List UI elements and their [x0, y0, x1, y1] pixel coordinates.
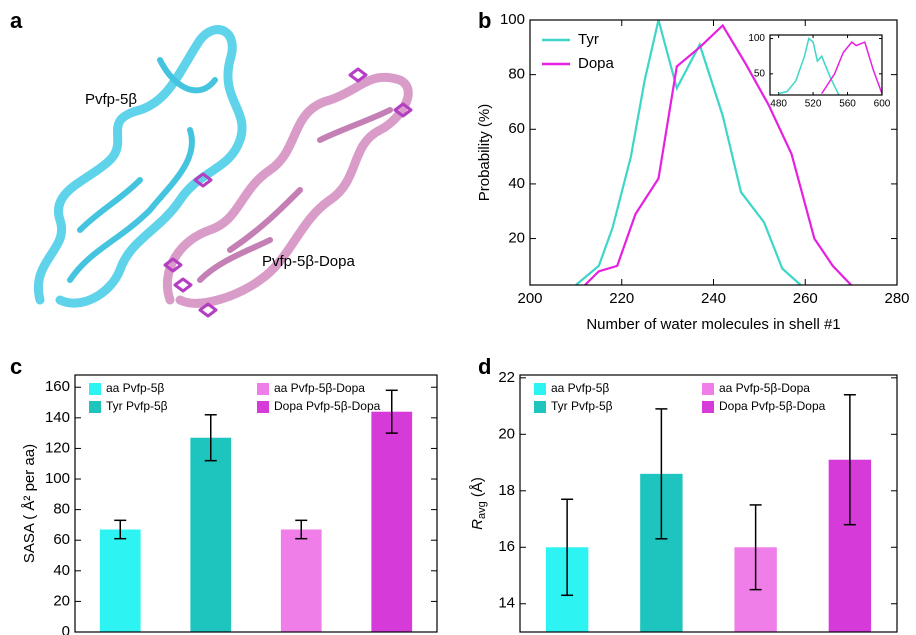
error-bar — [295, 519, 308, 540]
plot-frame — [529, 19, 898, 286]
legend-swatch — [702, 401, 714, 413]
bar — [280, 529, 322, 632]
y-tick-label: 20 — [508, 230, 525, 247]
y-tick-label: 80 — [53, 501, 70, 518]
bar — [99, 529, 141, 632]
panel-label: a — [10, 8, 23, 33]
legend-label: Tyr Pvfp-5β — [551, 399, 613, 413]
error-bar — [561, 498, 574, 597]
y-axis-label: Probability (%) — [476, 104, 493, 202]
legend-swatch — [257, 401, 269, 413]
legend-swatch — [534, 401, 546, 413]
protein-image — [33, 25, 413, 318]
x-tick-label: 260 — [793, 290, 818, 307]
panel-label: c — [10, 354, 22, 379]
x-tick-label: 600 — [874, 99, 891, 110]
x-tick-label: 200 — [517, 290, 542, 307]
x-tick-label: 480 — [770, 99, 787, 110]
y-tick-label: 16 — [498, 538, 515, 555]
y-tick-label: 0 — [62, 623, 70, 635]
y-tick-label: 120 — [45, 439, 70, 456]
legend-label: aa Pvfp-5β-Dopa — [719, 381, 810, 395]
y-axis-label: Ravg (Å) — [469, 477, 488, 530]
y-tick-label: 50 — [754, 68, 766, 79]
y-axis-label-sub: avg — [476, 501, 488, 519]
data-line — [584, 23, 852, 286]
y-tick-label: 60 — [53, 531, 70, 548]
y-tick-label: 20 — [498, 425, 515, 442]
error-bar — [655, 408, 668, 540]
legend-swatch — [89, 401, 101, 413]
data-line — [575, 19, 802, 286]
error-bar — [204, 414, 217, 462]
legend-label: Dopa — [578, 55, 615, 72]
legend-swatch — [89, 383, 101, 395]
error-bar — [114, 519, 127, 540]
legend-swatch — [702, 383, 714, 395]
plot-frame — [519, 374, 898, 633]
image-label: Pvfp-5β — [85, 91, 137, 108]
legend-label: aa Pvfp-5β — [551, 381, 609, 395]
y-tick-label: 20 — [53, 592, 70, 609]
y-tick-label: 80 — [508, 66, 525, 83]
panel-label: b — [478, 8, 491, 33]
x-axis-label: Number of water molecules in shell #1 — [586, 316, 840, 333]
y-axis-label-unit: (Å) — [469, 477, 486, 501]
y-tick-label: 40 — [508, 175, 525, 192]
legend-label: Dopa Pvfp-5β-Dopa — [719, 399, 826, 413]
y-tick-label: 60 — [508, 120, 525, 137]
bar — [371, 411, 413, 632]
x-tick-label: 280 — [884, 290, 909, 307]
y-tick-label: 40 — [53, 562, 70, 579]
plot-frame — [769, 34, 883, 96]
x-tick-label: 220 — [609, 290, 634, 307]
y-tick-label: 14 — [498, 595, 515, 612]
y-tick-label: 100 — [45, 470, 70, 487]
x-tick-label: 240 — [701, 290, 726, 307]
y-tick-label: 18 — [498, 482, 515, 499]
image-label: Pvfp-5β-Dopa — [262, 253, 355, 270]
x-tick-label: 560 — [839, 99, 856, 110]
legend-label: aa Pvfp-5β — [106, 381, 164, 395]
data-line — [821, 41, 883, 95]
y-axis-label-main: R — [469, 519, 486, 530]
x-tick-label: 520 — [805, 99, 822, 110]
panel-label: d — [478, 354, 491, 379]
legend-label: Tyr Pvfp-5β — [106, 399, 168, 413]
legend-label: aa Pvfp-5β-Dopa — [274, 381, 365, 395]
y-tick-label: 140 — [45, 409, 70, 426]
error-bar — [385, 389, 398, 434]
legend-label: Dopa Pvfp-5β-Dopa — [274, 399, 381, 413]
y-tick-label: 100 — [748, 33, 765, 44]
legend-label: Tyr — [578, 31, 599, 48]
y-tick-label: 160 — [45, 378, 70, 395]
error-bar — [843, 394, 856, 526]
legend-swatch — [257, 383, 269, 395]
legend-swatch — [534, 383, 546, 395]
y-axis-label: SASA ( Å² per aa) — [21, 444, 38, 563]
bar — [190, 437, 232, 632]
y-tick-label: 22 — [498, 369, 515, 386]
plot-frame — [74, 374, 438, 633]
y-tick-label: 100 — [500, 11, 525, 28]
data-line — [778, 37, 840, 96]
error-bar — [749, 504, 762, 591]
